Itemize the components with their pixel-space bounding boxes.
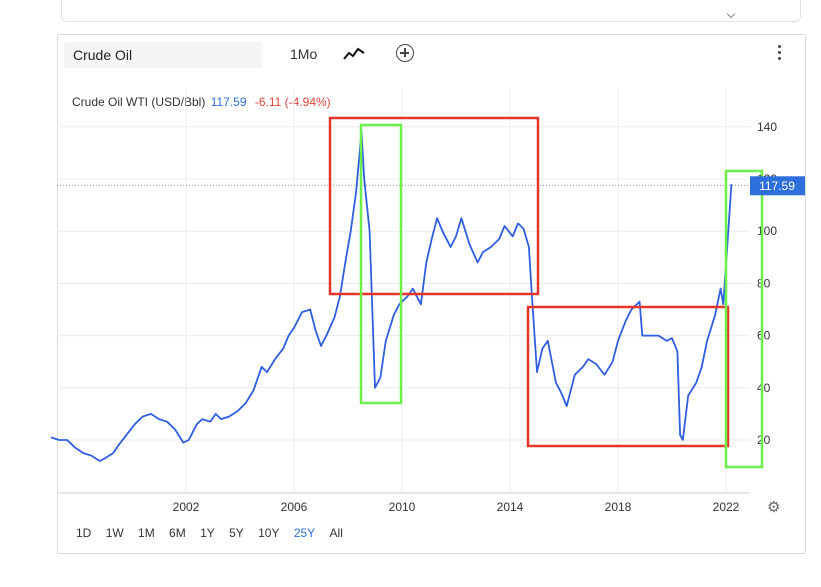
range-1y[interactable]: 1Y — [200, 526, 215, 540]
instrument-name: Crude Oil WTI (USD/Bbl) — [72, 95, 206, 109]
range-all[interactable]: All — [329, 526, 343, 540]
price-tag-bg — [750, 176, 805, 196]
annotation-red-box-high — [328, 116, 540, 296]
y-tick-label: 140 — [757, 120, 777, 134]
annotation-red-box-low — [526, 305, 730, 448]
range-1m[interactable]: 1M — [138, 526, 155, 540]
annotation-green-box-2022 — [724, 169, 764, 469]
annotation-green-box-2008 — [359, 123, 403, 405]
y-tick-label: 100 — [757, 224, 777, 238]
x-tick-label: 2010 — [389, 500, 416, 514]
x-tick-label: 2022 — [713, 500, 740, 514]
price-series-line — [50, 131, 733, 462]
range-1d[interactable]: 1D — [76, 526, 92, 540]
range-25y[interactable]: 25Y — [293, 526, 316, 540]
range-1w[interactable]: 1W — [105, 526, 124, 540]
range-5y[interactable]: 5Y — [229, 526, 244, 540]
price-tag-label: 117.59 — [759, 179, 795, 193]
line-chart-icon[interactable] — [343, 44, 365, 64]
x-tick-label: 2002 — [173, 500, 200, 514]
x-tick-label: 2006 — [281, 500, 308, 514]
interval-selector[interactable]: 1Mo — [290, 46, 318, 62]
range-6m[interactable]: 6M — [169, 526, 186, 540]
price-change: -6.11 (-4.94%) — [254, 95, 331, 109]
top-card — [61, 0, 801, 22]
x-tick-label: 2018 — [605, 500, 632, 514]
y-tick-label: 40 — [757, 381, 771, 395]
y-tick-label: 20 — [757, 433, 771, 447]
symbol-search-input[interactable] — [64, 42, 262, 68]
x-tick-label: 2014 — [497, 500, 524, 514]
y-tick-label: 60 — [757, 329, 771, 343]
y-tick-label: 80 — [757, 276, 771, 290]
gear-icon[interactable]: ⚙ — [767, 499, 781, 516]
more-vertical-icon[interactable] — [777, 45, 783, 65]
quote-header: Crude Oil WTI (USD/Bbl) 117.59 -6.11 (-4… — [72, 95, 331, 109]
range-10y[interactable]: 10Y — [258, 526, 280, 540]
last-price: 117.59 — [210, 95, 247, 109]
plus-circle-icon[interactable] — [396, 44, 414, 62]
range-selector: 1D 1W 1M 6M 1Y 5Y 10Y 25Y All — [76, 526, 354, 540]
